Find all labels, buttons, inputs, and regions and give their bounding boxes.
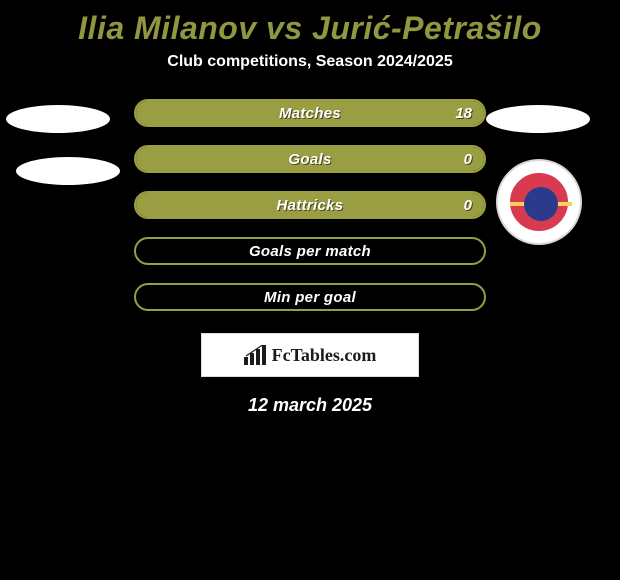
- page-title: Ilia Milanov vs Jurić-Petrašilo: [0, 0, 620, 53]
- stat-value: 18: [455, 101, 472, 125]
- stat-row-min-per-goal: Min per goal: [134, 283, 486, 311]
- stat-label: Hattricks: [136, 193, 484, 217]
- club-badge-ring: [506, 169, 572, 235]
- club-left-logo-placeholder: [16, 157, 120, 185]
- watermark-text: FcTables.com: [272, 345, 377, 366]
- bars-icon: [244, 345, 266, 365]
- stat-value: 0: [464, 147, 472, 171]
- club-right-badge: [496, 159, 582, 245]
- stat-row-matches: Matches 18: [134, 99, 486, 127]
- stat-pill-list: Matches 18 Goals 0 Hattricks 0 Goals per…: [134, 99, 486, 311]
- stat-label: Goals per match: [136, 239, 484, 263]
- stat-row-goals-per-match: Goals per match: [134, 237, 486, 265]
- stats-area: Matches 18 Goals 0 Hattricks 0 Goals per…: [0, 99, 620, 416]
- comparison-card: Ilia Milanov vs Jurić-Petrašilo Club com…: [0, 0, 620, 416]
- watermark-box: FcTables.com: [201, 333, 419, 377]
- stat-value: 0: [464, 193, 472, 217]
- stat-label: Goals: [136, 147, 484, 171]
- player-right-avatar-placeholder: [486, 105, 590, 133]
- stat-label: Min per goal: [136, 285, 484, 309]
- page-subtitle: Club competitions, Season 2024/2025: [0, 53, 620, 99]
- stat-label: Matches: [136, 101, 484, 125]
- player-left-avatar-placeholder: [6, 105, 110, 133]
- club-badge-center: [524, 187, 558, 221]
- stat-row-goals: Goals 0: [134, 145, 486, 173]
- date-label: 12 march 2025: [0, 395, 620, 416]
- stat-row-hattricks: Hattricks 0: [134, 191, 486, 219]
